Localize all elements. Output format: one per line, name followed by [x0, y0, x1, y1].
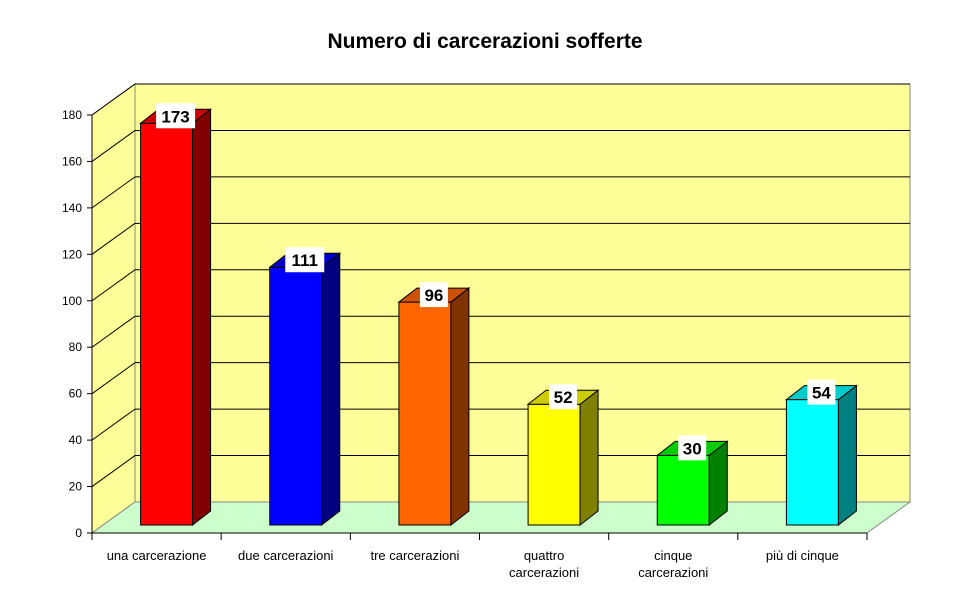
bar-front — [527, 403, 581, 526]
x-tick-label: più di cinque — [766, 548, 839, 563]
y-tick-label: 160 — [62, 154, 82, 168]
y-tick-label: 0 — [75, 526, 82, 540]
gridline-side — [91, 176, 136, 209]
data-label: 111 — [292, 251, 319, 270]
x-tick-label: due carcerazioni — [238, 548, 333, 563]
bar-front — [269, 266, 323, 526]
data-label: 96 — [424, 286, 443, 305]
y-tick-label: 140 — [62, 201, 82, 215]
data-label: 173 — [161, 107, 189, 126]
x-tick-label: carcerazioni — [509, 565, 579, 580]
x-tick-label: cinque — [654, 548, 692, 563]
bar-side — [450, 287, 470, 527]
y-tick-label: 60 — [69, 387, 83, 401]
x-tick-label: carcerazioni — [638, 565, 708, 580]
y-tick-label: 120 — [62, 247, 82, 261]
data-label-box — [285, 247, 325, 273]
data-label-box — [419, 282, 448, 308]
gridline-side — [91, 130, 136, 162]
bar-side — [708, 440, 728, 527]
gridline-side — [91, 315, 136, 348]
data-label-box — [549, 384, 578, 410]
x-tick-label: una carcerazione — [107, 548, 207, 563]
data-label: 30 — [683, 439, 702, 458]
gridline-side — [91, 362, 136, 395]
data-label-box — [156, 103, 196, 129]
data-label-box — [678, 435, 707, 461]
y-tick-label: 80 — [69, 340, 83, 354]
left-wall — [91, 83, 136, 534]
bar-front — [656, 454, 710, 526]
bar-side — [192, 108, 212, 527]
gridline-side — [91, 83, 136, 116]
bar-front — [785, 399, 839, 526]
gridline-side — [91, 222, 136, 255]
gridline-side — [91, 455, 136, 487]
bar-front — [398, 301, 452, 526]
y-tick-label: 100 — [62, 294, 82, 308]
data-label: 52 — [554, 388, 573, 407]
data-label: 54 — [812, 384, 831, 403]
x-tick-label: quattro — [524, 548, 564, 563]
data-label-box — [807, 379, 836, 405]
gridline-side — [91, 408, 136, 441]
chart-title: Numero di carcerazioni sofferte — [327, 30, 642, 53]
bar-side — [321, 252, 341, 527]
bar-side — [837, 384, 857, 527]
x-tick-label: tre carcerazioni — [370, 548, 459, 563]
gridline-side — [91, 269, 136, 302]
y-tick-label: 180 — [62, 108, 82, 122]
bar-side — [579, 389, 599, 527]
y-tick-label: 20 — [69, 480, 83, 494]
y-tick-label: 40 — [69, 433, 83, 447]
bar-front — [140, 122, 194, 526]
